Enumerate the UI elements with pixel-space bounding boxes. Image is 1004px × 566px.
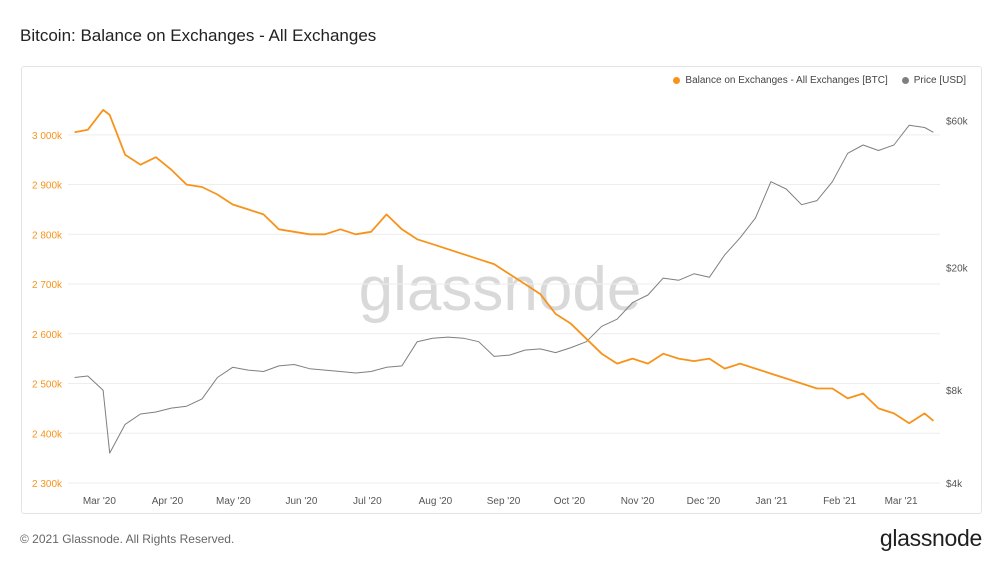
y-right-tick-label: $8k <box>946 386 963 397</box>
x-tick-label: Dec '20 <box>687 496 721 507</box>
legend-label-price: Price [USD] <box>913 75 966 86</box>
brand-logo: glassnode <box>879 525 982 551</box>
x-tick-label: Apr '20 <box>152 496 184 507</box>
x-tick-label: Mar '20 <box>83 496 116 507</box>
x-tick-label: Jun '20 <box>285 496 317 507</box>
y-left-tick-label: 2 500k <box>32 380 63 391</box>
y-left-tick-label: 2 400k <box>32 429 63 440</box>
x-tick-label: Oct '20 <box>554 496 586 507</box>
chart-title: Bitcoin: Balance on Exchanges - All Exch… <box>20 26 377 45</box>
x-tick-label: Jan '21 <box>756 496 788 507</box>
y-right-tick-label: $60k <box>946 117 969 128</box>
copyright-text: © 2021 Glassnode. All Rights Reserved. <box>20 532 235 546</box>
series-line-balance <box>74 109 934 425</box>
chart-frame <box>21 66 982 514</box>
x-tick-label: Aug '20 <box>419 496 453 507</box>
series-line-price <box>74 124 934 454</box>
legend-item-balance[interactable]: Balance on Exchanges - All Exchanges [BT… <box>673 75 888 86</box>
x-tick-label: Jul '20 <box>353 496 382 507</box>
x-tick-label: Feb '21 <box>823 496 856 507</box>
x-tick-label: Sep '20 <box>487 496 521 507</box>
x-tick-label: May '20 <box>216 496 251 507</box>
legend-label-balance: Balance on Exchanges - All Exchanges [BT… <box>685 75 888 86</box>
legend-dot-price <box>901 77 909 84</box>
watermark-text: glassnode <box>359 255 642 324</box>
legend-item-price[interactable]: Price [USD] <box>901 75 966 86</box>
legend-dot-balance <box>673 77 681 84</box>
legend: Balance on Exchanges - All Exchanges [BT… <box>673 75 966 86</box>
x-tick-label: Nov '20 <box>621 496 655 507</box>
y-left-tick-label: 2 300k <box>32 479 63 490</box>
y-right-tick-label: $20k <box>946 264 969 275</box>
y-right-tick-label: $4k <box>946 479 963 490</box>
y-left-tick-label: 2 600k <box>32 330 63 341</box>
y-left-tick-label: 2 700k <box>32 280 63 291</box>
y-left-tick-label: 2 900k <box>32 181 63 192</box>
y-left-tick-label: 2 800k <box>32 230 63 241</box>
y-left-tick-label: 3 000k <box>32 131 63 142</box>
x-tick-label: Mar '21 <box>885 496 918 507</box>
